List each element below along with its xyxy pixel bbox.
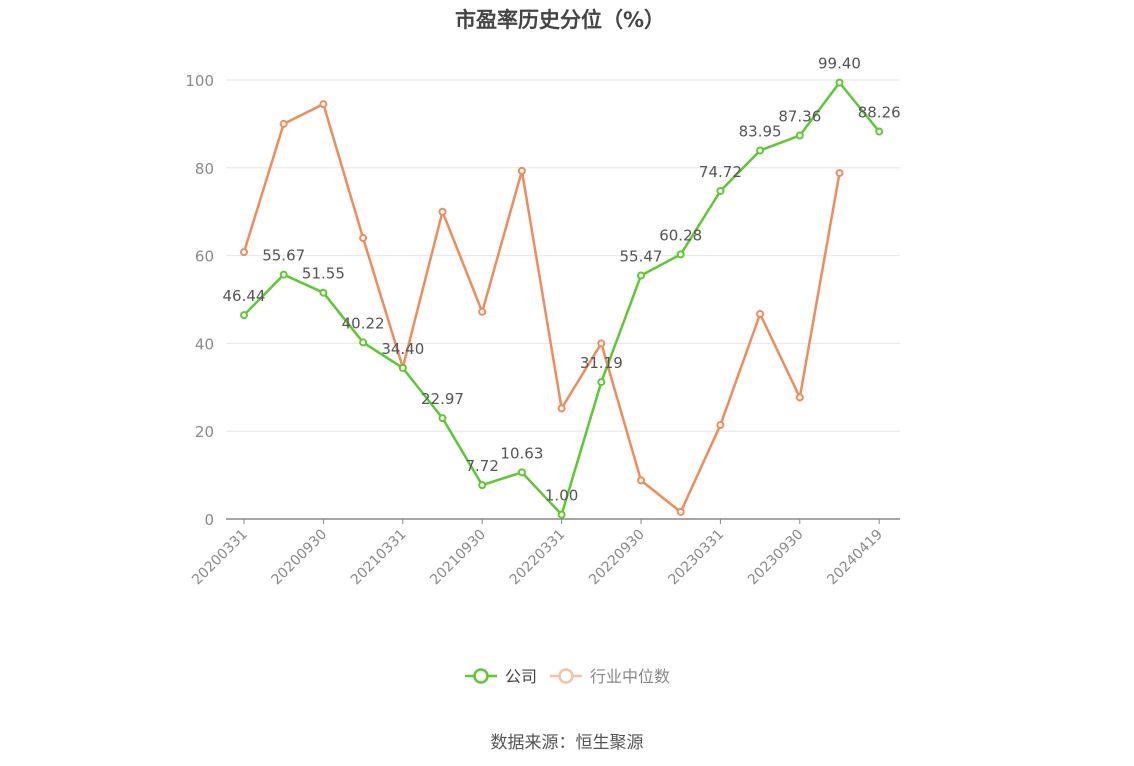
data-point[interactable] xyxy=(279,119,288,128)
legend-swatch-marker xyxy=(473,668,489,684)
x-tick-label: 20200331 xyxy=(189,527,251,589)
data-point[interactable] xyxy=(240,311,248,320)
grid-lines xyxy=(226,79,900,432)
data-point[interactable] xyxy=(795,393,804,402)
data-point[interactable] xyxy=(438,414,447,423)
x-tick-label: 20200930 xyxy=(269,527,331,589)
data-point[interactable] xyxy=(359,234,368,243)
x-tick-label: 20220930 xyxy=(586,527,648,589)
x-tick-label: 20240419 xyxy=(824,527,886,589)
data-point[interactable] xyxy=(319,288,328,297)
series-line-0 xyxy=(243,81,881,516)
x-tick-label: 20210930 xyxy=(427,527,489,589)
data-label: 1.00 xyxy=(545,487,578,505)
data-point[interactable] xyxy=(835,169,844,178)
x-tick-label: 20230331 xyxy=(666,527,728,589)
data-label: 10.63 xyxy=(500,444,543,462)
data-label: 22.97 xyxy=(421,390,464,408)
legend-label: 公司 xyxy=(505,667,537,686)
data-label: 46.44 xyxy=(223,287,266,305)
y-tick-label: 20 xyxy=(195,423,214,441)
y-axis: 0 20 40 60 80 100 xyxy=(185,72,214,529)
x-tick-label: 20210331 xyxy=(348,527,410,589)
data-point[interactable] xyxy=(478,307,487,316)
data-point[interactable] xyxy=(676,507,685,516)
data-point[interactable] xyxy=(756,146,765,155)
data-label: 40.22 xyxy=(342,314,385,332)
data-point[interactable] xyxy=(359,338,368,347)
series-layer xyxy=(240,78,884,519)
data-label: 31.19 xyxy=(580,354,623,372)
data-point[interactable] xyxy=(438,207,447,216)
legend[interactable]: 公司 行业中位数 xyxy=(465,667,670,686)
y-tick-label: 100 xyxy=(185,72,214,90)
data-label: 34.40 xyxy=(381,340,424,358)
data-point[interactable] xyxy=(517,166,526,175)
data-point[interactable] xyxy=(398,363,407,372)
data-label: 55.47 xyxy=(620,247,663,265)
data-source: 数据来源：恒生聚源 xyxy=(490,733,644,753)
data-label: 55.67 xyxy=(262,247,305,265)
series-line-1 xyxy=(242,102,841,514)
data-point[interactable] xyxy=(637,476,645,485)
legend-swatch-marker xyxy=(558,668,574,684)
x-axis: 20200331 20200930 20210331 20210930 20220331… xyxy=(189,518,900,589)
data-label: 83.95 xyxy=(739,122,782,140)
data-label: 7.72 xyxy=(465,457,498,475)
data-point[interactable] xyxy=(756,309,765,318)
data-point[interactable] xyxy=(240,248,248,257)
x-tick-label: 20220331 xyxy=(507,527,569,589)
data-label: 99.40 xyxy=(818,55,861,73)
y-tick-label: 40 xyxy=(195,335,214,353)
data-point[interactable] xyxy=(676,250,685,259)
data-point[interactable] xyxy=(319,100,328,109)
data-point[interactable] xyxy=(716,421,725,430)
data-label: 87.36 xyxy=(778,107,821,125)
data-label: 60.28 xyxy=(659,226,702,244)
legend-label: 行业中位数 xyxy=(590,667,670,686)
y-tick-label: 0 xyxy=(204,511,214,529)
data-point[interactable] xyxy=(557,404,566,413)
data-label: 88.26 xyxy=(858,104,901,122)
legend-item-1[interactable]: 行业中位数 xyxy=(550,667,670,686)
data-point[interactable] xyxy=(795,131,804,140)
data-point[interactable] xyxy=(478,481,487,490)
data-label: 74.72 xyxy=(699,163,742,181)
x-tick-label: 20230930 xyxy=(745,527,807,589)
legend-item-0[interactable]: 公司 xyxy=(465,667,537,686)
data-point[interactable] xyxy=(875,127,884,136)
data-point[interactable] xyxy=(835,78,844,87)
data-point[interactable] xyxy=(517,468,526,477)
data-point[interactable] xyxy=(279,270,288,279)
data-point[interactable] xyxy=(716,186,725,195)
data-point[interactable] xyxy=(597,339,606,348)
y-tick-label: 80 xyxy=(195,160,214,178)
data-point[interactable] xyxy=(597,378,606,387)
data-label: 51.55 xyxy=(302,265,345,283)
y-tick-label: 60 xyxy=(195,248,214,266)
data-point[interactable] xyxy=(557,510,566,519)
chart-title: 市盈率历史分位（%） xyxy=(454,8,666,32)
data-point[interactable] xyxy=(637,271,645,280)
